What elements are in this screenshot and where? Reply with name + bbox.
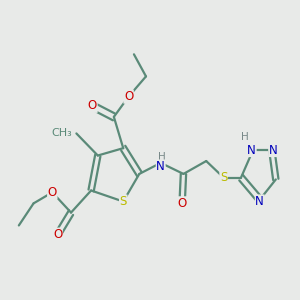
Text: O: O <box>53 228 62 241</box>
Text: N: N <box>247 143 256 157</box>
Text: O: O <box>178 197 187 210</box>
Text: CH₃: CH₃ <box>52 128 72 138</box>
Text: O: O <box>48 186 57 199</box>
Text: O: O <box>124 90 133 103</box>
Text: N: N <box>269 143 278 157</box>
Text: S: S <box>119 195 127 208</box>
Text: S: S <box>220 171 227 184</box>
Text: O: O <box>88 99 97 112</box>
Text: H: H <box>241 132 249 142</box>
Text: H: H <box>158 152 166 162</box>
Text: N: N <box>156 160 165 173</box>
Text: N: N <box>255 195 264 208</box>
